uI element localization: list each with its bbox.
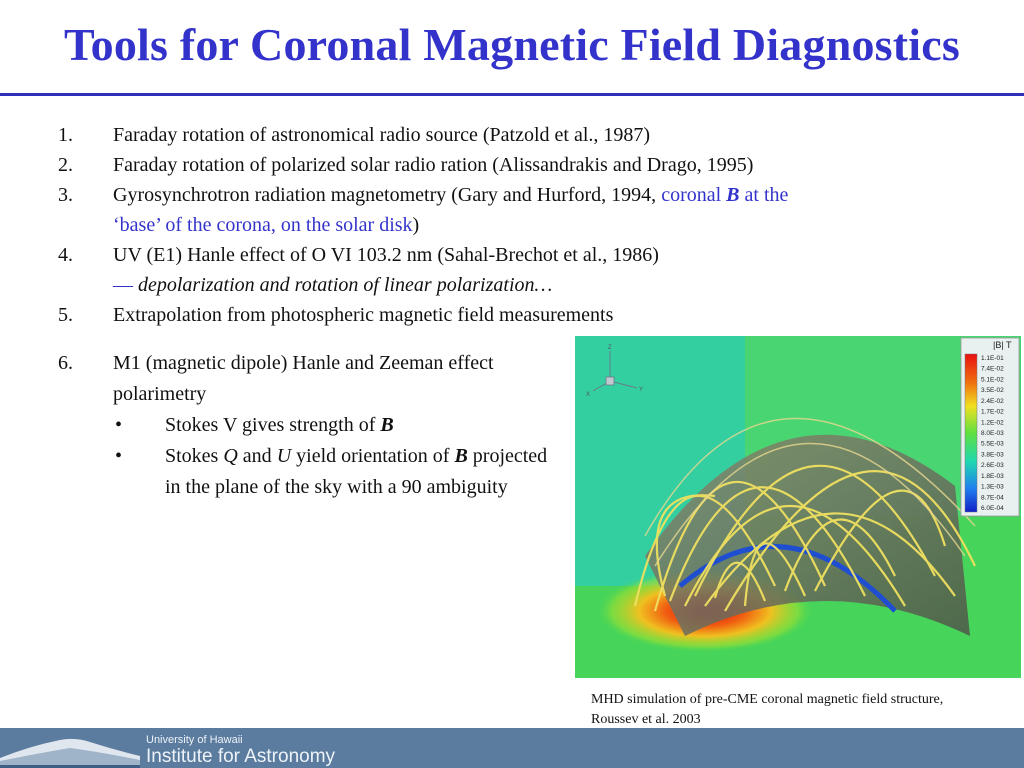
symbol-u: U (276, 445, 292, 467)
highlight-text: ‘base’ of the corona, on the solar disk (113, 214, 413, 236)
item-text: ) (412, 214, 420, 236)
bullet-text: and (237, 445, 277, 467)
mhd-simulation-image: Z Y X |B| T 1.1E-01 7.4E-02 5.1E-02 3.5E-02… (575, 336, 1021, 678)
item-text: Gyrosynchrotron radiation magnetometry (… (113, 184, 662, 206)
mauna-kea-logo (0, 728, 140, 768)
title-underline (0, 93, 1024, 96)
item-number: 3. (58, 184, 73, 206)
item-text: Extrapolation from photospheric magnetic… (113, 304, 614, 326)
legend-tick-label: 5.1E-02 (981, 376, 1004, 383)
legend-tick-label: 1.7E-02 (981, 409, 1004, 416)
legend-tick-label: 3.5E-02 (981, 387, 1004, 394)
highlight-symbol: B (726, 184, 740, 206)
bullet-mark: • (115, 414, 123, 436)
item-number: 1. (58, 124, 73, 146)
bullet-text: yield orientation of (291, 445, 455, 467)
sub-bullet: • Stokes Q and U yield orientation of B … (58, 441, 555, 503)
legend-tick-label: 3.8E-03 (981, 451, 1004, 458)
list-item: 3. Gyrosynchrotron radiation magnetometr… (58, 180, 988, 240)
item-text: Faraday rotation of polarized solar radi… (113, 154, 754, 176)
item-text: Faraday rotation of astronomical radio s… (113, 124, 651, 146)
field-lines-outer (644, 417, 976, 567)
item-number: 6. (58, 352, 73, 374)
legend-tick-label: 1.1E-01 (981, 355, 1004, 362)
axis-y-label: Y (639, 387, 643, 393)
slide-title: Tools for Coronal Magnetic Field Diagnos… (63, 19, 960, 70)
list-item: 2. Faraday rotation of polarized solar r… (58, 150, 988, 180)
university-name: University of Hawaii (146, 734, 243, 746)
symbol-b: B (454, 445, 468, 467)
legend-tick-label: 7.4E-02 (981, 366, 1004, 373)
highlight-text: at the (739, 184, 789, 206)
axis-triad: Z Y X (586, 345, 643, 398)
figure-caption: MHD simulation of pre-CME coronal magnet… (591, 692, 944, 727)
symbol-q: Q (223, 445, 238, 467)
item-number: 5. (58, 304, 73, 326)
diagnostics-list: 1. Faraday rotation of astronomical radi… (58, 120, 988, 330)
polarimetry-list: 6. M1 (magnetic dipole) Hanle and Zeeman… (58, 348, 558, 503)
flux-rope-shell (645, 434, 970, 636)
item-number: 2. (58, 154, 73, 176)
item-text: M1 (magnetic dipole) Hanle and Zeeman ef… (113, 352, 494, 405)
bullet-text: Stokes (165, 445, 224, 467)
institute-logo-text: University of Hawaii Institute for Astro… (146, 734, 335, 767)
legend-tick-label: 1.8E-03 (981, 473, 1004, 480)
list-item: 5. Extrapolation from photospheric magne… (58, 300, 988, 330)
bullet-text: Stokes V gives strength of (165, 414, 381, 436)
list-item: 6. M1 (magnetic dipole) Hanle and Zeeman… (58, 348, 553, 410)
em-dash: — (113, 274, 133, 296)
item-text: UV (E1) Hanle effect of O VI 103.2 nm (S… (113, 244, 659, 266)
sub-bullet: • Stokes V gives strength of B (58, 410, 555, 441)
bullet-mark: • (115, 445, 123, 467)
institute-name: Institute for Astronomy (146, 746, 336, 767)
item-italic-text: depolarization and rotation of linear po… (133, 274, 553, 296)
colorbar-legend: |B| T 1.1E-01 7.4E-02 5.1E-02 3.5E-02 2.4E-0… (960, 337, 1020, 517)
legend-tick-label: 6.0E-04 (981, 505, 1004, 512)
footer-bar (0, 728, 1024, 768)
legend-tick-label: 8.0E-03 (981, 430, 1004, 437)
highlight-text: coronal (661, 184, 727, 206)
symbol-b: B (380, 414, 394, 436)
legend-tick-label: 1.2E-02 (981, 419, 1004, 426)
legend-tick-label: 5.5E-03 (981, 441, 1004, 448)
axis-x-label: X (586, 392, 590, 398)
bullet-text: projected in the plane of the sky with a… (165, 445, 548, 498)
colorbar (964, 353, 978, 513)
legend-title: |B| T (993, 340, 1012, 350)
item-number: 4. (58, 244, 73, 266)
legend-tick-label: 1.3E-03 (981, 484, 1004, 491)
axis-z-label: Z (608, 345, 612, 351)
field-lines (633, 464, 976, 612)
magnetic-field-render: Z Y X |B| T 1.1E-01 7.4E-02 5.1E-02 3.5E-02… (575, 336, 1021, 678)
legend-tick-label: 2.6E-03 (981, 462, 1004, 469)
list-item: 4. UV (E1) Hanle effect of O VI 103.2 nm… (58, 240, 988, 300)
list-item: 1. Faraday rotation of astronomical radi… (58, 120, 988, 150)
legend-tick-label: 8.7E-04 (981, 494, 1004, 501)
legend-tick-label: 2.4E-02 (981, 398, 1004, 405)
